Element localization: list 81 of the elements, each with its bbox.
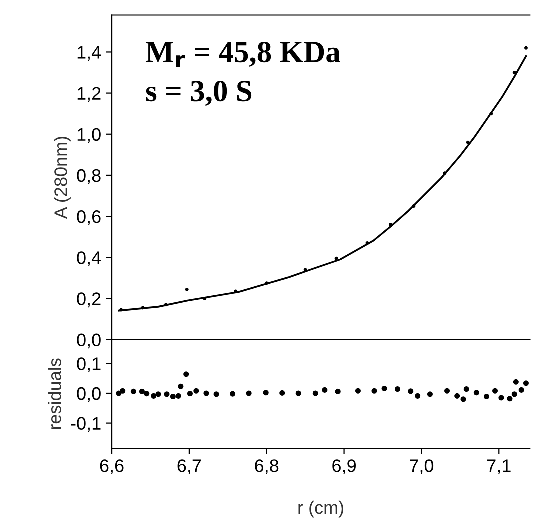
- x-tick-label: 7,1: [488, 460, 511, 474]
- point: [263, 390, 269, 396]
- annotation: s = 3,0 S: [146, 81, 252, 106]
- point: [444, 388, 450, 394]
- x-axis-title: r (cm): [298, 500, 344, 518]
- point: [151, 393, 157, 399]
- point: [280, 390, 286, 396]
- y-tick-label: 0,4: [77, 252, 102, 266]
- point: [466, 140, 470, 144]
- point: [304, 268, 308, 272]
- point: [322, 387, 328, 393]
- point: [415, 393, 421, 399]
- point: [187, 391, 193, 397]
- y-tick-label: 1,4: [78, 46, 102, 62]
- point: [178, 384, 184, 390]
- point: [312, 390, 318, 396]
- point: [382, 386, 388, 392]
- point: [394, 386, 400, 392]
- point: [144, 391, 150, 397]
- point: [524, 46, 528, 50]
- point: [490, 112, 494, 116]
- point: [518, 387, 524, 393]
- point: [120, 308, 124, 312]
- y-axis-title: residuals: [48, 358, 62, 430]
- point: [512, 392, 518, 398]
- point: [484, 394, 490, 400]
- y-tick-label: 0,0: [77, 387, 101, 402]
- point: [246, 390, 252, 396]
- y-tick-label: 1,0: [78, 128, 101, 144]
- point: [203, 296, 207, 300]
- point: [214, 392, 220, 398]
- x-tick-label: 6,7: [178, 460, 202, 474]
- y-tick-label: 0,2: [77, 292, 101, 308]
- y-tick-label: 0,8: [77, 169, 101, 184]
- y-tick-label: -0,1: [71, 417, 101, 432]
- x-tick-label: 6,6: [100, 460, 124, 474]
- point: [176, 393, 182, 399]
- point: [389, 223, 392, 227]
- x-tick-label: 6,8: [255, 460, 279, 474]
- point: [120, 388, 126, 394]
- point: [512, 71, 516, 75]
- point: [355, 388, 362, 394]
- point: [194, 388, 200, 394]
- y-tick-label: 1,2: [78, 87, 101, 102]
- point: [334, 256, 338, 260]
- x-tick-label: 6,9: [332, 460, 356, 474]
- point: [164, 303, 168, 307]
- point: [366, 242, 370, 245]
- y-tick-label: 0,1: [77, 358, 101, 373]
- point: [507, 396, 513, 402]
- point: [427, 392, 434, 398]
- annotation: M$_{r}$ = 45,8 KDa: [146, 42, 340, 68]
- point: [454, 393, 460, 399]
- point: [184, 372, 190, 378]
- point: [464, 386, 470, 392]
- point: [156, 392, 162, 398]
- point: [460, 396, 466, 402]
- point: [139, 388, 145, 394]
- point: [474, 390, 480, 396]
- point: [265, 282, 269, 286]
- point: [296, 390, 302, 396]
- point: [230, 391, 236, 397]
- point: [408, 388, 414, 394]
- point: [185, 288, 189, 292]
- point: [170, 394, 176, 400]
- y-tick-label: 0,0: [77, 334, 101, 349]
- point: [498, 395, 504, 401]
- point: [443, 172, 447, 176]
- y-tick-label: 0,6: [77, 210, 101, 226]
- point: [141, 306, 145, 310]
- point: [513, 379, 519, 385]
- x-tick-label: 7,0: [410, 460, 434, 474]
- point: [372, 388, 378, 394]
- point: [492, 388, 498, 394]
- point: [335, 388, 341, 394]
- point: [164, 392, 170, 398]
- point: [412, 204, 416, 208]
- point: [130, 388, 136, 394]
- y-axis-title: A (280nm): [54, 136, 71, 220]
- point: [523, 380, 530, 386]
- point: [204, 390, 210, 396]
